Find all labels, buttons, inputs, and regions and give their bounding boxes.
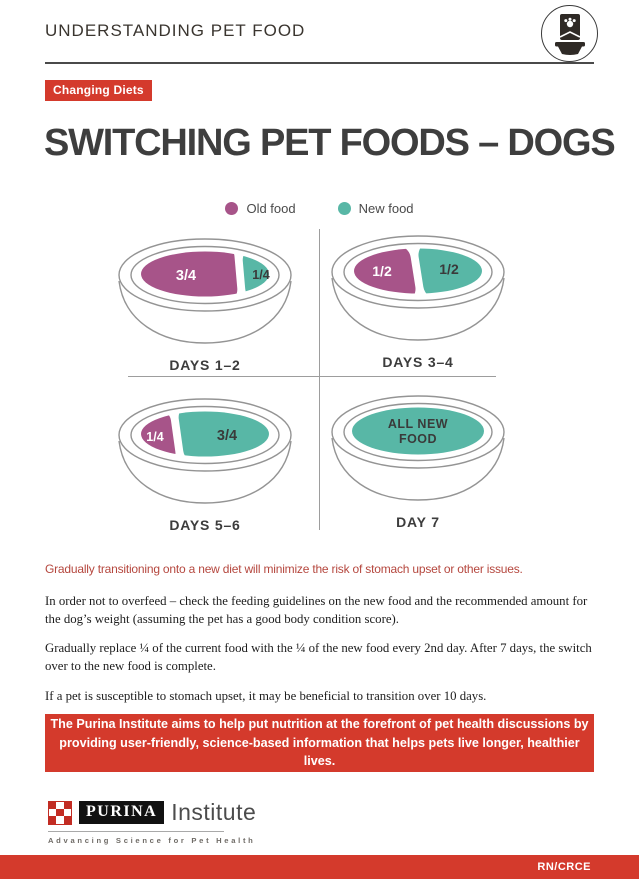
bowl-label: DAYS 5–6: [169, 517, 241, 533]
header-divider: [45, 62, 594, 64]
new-food-dot-icon: [337, 202, 351, 215]
body-copy: In order not to overfeed – check the fee…: [45, 592, 594, 716]
page-title: SWITCHING PET FOODS – DOGS: [44, 122, 616, 164]
all-new-food-label-line2: FOOD: [399, 432, 437, 446]
body-paragraph-1: In order not to overfeed – check the fee…: [45, 594, 588, 627]
legend-label-new: New food: [358, 201, 414, 216]
pet-food-bag-and-bowl-icon: [541, 5, 598, 62]
bowl-days-3-4: 1/2 1/2 DAYS 3–4: [318, 228, 518, 370]
legend: Old food New food: [0, 201, 639, 216]
fraction-old-label: 1/2: [372, 263, 392, 279]
bowl-days-5-6: 1/4 3/4 DAYS 5–6: [105, 391, 305, 533]
legend-item-old-food: Old food: [225, 201, 296, 216]
header-title: UNDERSTANDING PET FOOD: [45, 21, 306, 40]
brand-suffix: Institute: [171, 799, 257, 825]
fraction-old-label: 1/4: [146, 430, 163, 444]
purina-institute-logo: PURINA Institute Advancing Science for P…: [48, 799, 256, 845]
banner-text-line2: providing user-friendly, science-based i…: [59, 735, 580, 769]
divider-vertical: [319, 229, 320, 530]
pet-food-icon-graphic: [554, 13, 585, 55]
bowl-label: DAY 7: [396, 514, 440, 530]
bowl-graphic: 1/4 3/4: [118, 398, 292, 504]
info-banner: The Purina Institute aims to help put nu…: [45, 714, 594, 772]
legend-label-old: Old food: [246, 201, 296, 216]
transition-diagram: 3/4 1/4 DAYS 1–2 1/2 1/2 DAYS 3–4: [105, 228, 518, 533]
fraction-old-label: 3/4: [176, 268, 196, 284]
logo-tagline: Advancing Science for Pet Health: [48, 836, 256, 845]
highlight-text: Gradually transitioning onto a new diet …: [45, 562, 523, 576]
brand-name: PURINA: [79, 801, 165, 824]
fraction-new-label: 3/4: [217, 428, 237, 444]
bowl-label: DAYS 1–2: [169, 357, 241, 373]
bowl-label: DAYS 3–4: [382, 354, 454, 370]
fraction-new-label: 1/4: [252, 268, 269, 282]
logo-divider: [48, 831, 224, 832]
banner-text-line1: The Purina Institute aims to help put nu…: [50, 716, 589, 731]
document-code: RN/CRCE: [537, 861, 591, 873]
fraction-new-label: 1/2: [439, 261, 459, 277]
body-paragraph-2: Gradually replace ¼ of the current food …: [45, 641, 592, 674]
bowl-graphic: ALL NEW FOOD: [331, 395, 505, 501]
bowl-day-7: ALL NEW FOOD DAY 7: [318, 388, 518, 530]
bowl-graphic: 1/2 1/2: [331, 235, 505, 341]
body-paragraph-3: If a pet is susceptible to stomach upset…: [45, 688, 487, 703]
old-food-dot-icon: [225, 202, 239, 215]
legend-item-new-food: New food: [337, 201, 414, 216]
bottom-bar: RN/CRCE: [0, 855, 639, 879]
bowl-graphic: 3/4 1/4: [118, 238, 292, 344]
divider-horizontal: [128, 376, 496, 377]
bowl-days-1-2: 3/4 1/4 DAYS 1–2: [105, 231, 305, 373]
all-new-food-label-line1: ALL NEW: [388, 417, 448, 431]
purina-checkerboard-icon: [48, 800, 72, 825]
category-badge: Changing Diets: [45, 80, 152, 101]
